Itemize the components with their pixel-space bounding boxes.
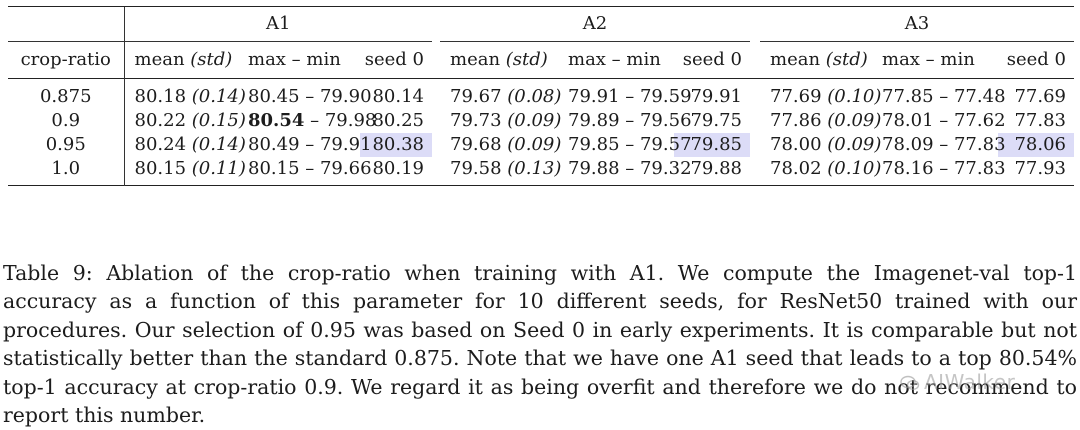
a3-seed-cell-highlighted: 78.06 <box>998 133 1074 157</box>
watermark: AIWalker <box>900 370 1015 394</box>
wechat-icon <box>900 372 920 388</box>
a2-maxmin-cell: 79.91 – 79.59 <box>560 79 674 109</box>
a3-maxmin-header: max – min <box>874 42 998 79</box>
a2-seed-header: seed 0 <box>674 42 750 79</box>
a2-mean-cell: 79.67 (0.08) <box>440 79 560 109</box>
a1-mean-cell: 80.24 (0.14) <box>124 133 240 157</box>
a3-seed-header: seed 0 <box>998 42 1074 79</box>
group-header-a3: A3 <box>760 7 1074 42</box>
results-table: A1 A2 A3 crop-ratio mean (std) max – min… <box>8 6 1074 186</box>
a3-maxmin-cell: 78.09 – 77.83 <box>874 133 998 157</box>
group-header-a1: A1 <box>124 7 432 42</box>
a1-mean-cell: 80.15 (0.11) <box>124 157 240 186</box>
a2-mean-cell: 79.68 (0.09) <box>440 133 560 157</box>
crop-ratio-cell: 1.0 <box>8 157 124 186</box>
group-header-a2: A2 <box>440 7 750 42</box>
a2-maxmin-cell: 79.85 – 79.57 <box>560 133 674 157</box>
a3-mean-cell: 78.02 (0.10) <box>760 157 874 186</box>
a1-maxmin-cell: 80.54 – 79.98 <box>240 109 360 133</box>
crop-ratio-cell: 0.9 <box>8 109 124 133</box>
bottom-rule <box>8 186 1074 187</box>
a2-maxmin-cell: 79.88 – 79.32 <box>560 157 674 186</box>
a1-maxmin-header: max – min <box>240 42 360 79</box>
a3-mean-cell: 77.86 (0.09) <box>760 109 874 133</box>
a1-mean-cell: 80.22 (0.15) <box>124 109 240 133</box>
table-row: 1.0 80.15 (0.11) 80.15 – 79.66 80.19 79.… <box>8 157 1074 186</box>
group-header-row: A1 A2 A3 <box>8 7 1074 42</box>
a1-maxmin-cell: 80.15 – 79.66 <box>240 157 360 186</box>
a1-mean-cell: 80.18 (0.14) <box>124 79 240 109</box>
a1-maxmin-cell: 80.49 – 79.91 <box>240 133 360 157</box>
results-table-container: A1 A2 A3 crop-ratio mean (std) max – min… <box>8 6 1074 186</box>
a2-maxmin-cell: 79.89 – 79.56 <box>560 109 674 133</box>
a1-seed-header: seed 0 <box>360 42 432 79</box>
best-value: 80.54 <box>248 110 304 131</box>
a2-mean-cell: 79.58 (0.13) <box>440 157 560 186</box>
empty-corner-cell <box>8 7 124 42</box>
a3-mean-header: mean (std) <box>760 42 874 79</box>
a2-mean-cell: 79.73 (0.09) <box>440 109 560 133</box>
a3-seed-cell: 77.69 <box>998 79 1074 109</box>
a3-maxmin-cell: 78.01 – 77.62 <box>874 109 998 133</box>
column-header-row: crop-ratio mean (std) max – min seed 0 m… <box>8 42 1074 79</box>
a2-maxmin-header: max – min <box>560 42 674 79</box>
a3-mean-cell: 77.69 (0.10) <box>760 79 874 109</box>
watermark-text: AIWalker <box>924 370 1015 394</box>
a3-seed-cell: 77.83 <box>998 109 1074 133</box>
a1-maxmin-cell: 80.45 – 79.90 <box>240 79 360 109</box>
a3-maxmin-cell: 78.16 – 77.83 <box>874 157 998 186</box>
table-row: 0.95 80.24 (0.14) 80.49 – 79.91 80.38 79… <box>8 133 1074 157</box>
table-row: 0.9 80.22 (0.15) 80.54 – 79.98 80.25 79.… <box>8 109 1074 133</box>
a3-mean-cell: 78.00 (0.09) <box>760 133 874 157</box>
crop-ratio-cell: 0.95 <box>8 133 124 157</box>
a2-mean-header: mean (std) <box>440 42 560 79</box>
crop-ratio-header: crop-ratio <box>8 42 124 79</box>
table-row: 0.875 80.18 (0.14) 80.45 – 79.90 80.14 7… <box>8 79 1074 109</box>
crop-ratio-cell: 0.875 <box>8 79 124 109</box>
a3-maxmin-cell: 77.85 – 77.48 <box>874 79 998 109</box>
a1-mean-header: mean (std) <box>124 42 240 79</box>
table-caption: Table 9: Ablation of the crop-ratio when… <box>3 259 1077 430</box>
a3-seed-cell: 77.93 <box>998 157 1074 186</box>
